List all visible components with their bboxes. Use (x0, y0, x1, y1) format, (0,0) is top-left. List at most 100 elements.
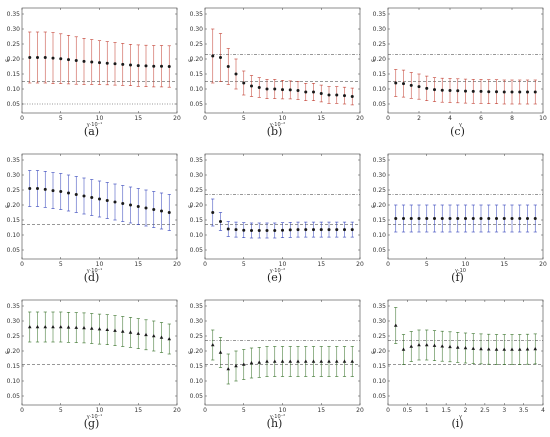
data-point (242, 81, 246, 85)
chart-svg: 0.05 0.10 0.15 0.20 0.25 0.30 0.35 0 2 4 6 8 10 ε γ (370, 7, 547, 128)
data-point (28, 187, 32, 190)
data-point (296, 89, 300, 92)
data-point (97, 327, 102, 331)
data-point (257, 360, 262, 364)
y-axis-label: ε (4, 351, 11, 354)
data-point (471, 346, 476, 350)
data-point (218, 350, 223, 354)
panel-caption: (e) (266, 271, 283, 284)
x-axis-label: γ·10⁻¹ (87, 268, 103, 274)
data-point (167, 211, 171, 214)
data-point (288, 228, 292, 232)
y-tick-label: 0.15 (373, 363, 387, 370)
y-axis-label: ε (187, 59, 194, 62)
data-point (424, 343, 429, 347)
data-point (327, 228, 331, 232)
x-axis-label: γ·10⁻¹ (87, 122, 103, 128)
data-point (234, 72, 238, 76)
data-point (464, 217, 467, 220)
y-tick-label: 0.15 (373, 217, 387, 224)
x-tick-label: 20 (356, 261, 364, 268)
data-point (273, 87, 277, 91)
data-point (350, 95, 354, 98)
data-point (518, 90, 522, 94)
data-point (456, 89, 460, 93)
data-point (90, 60, 94, 64)
x-tick-label: 0 (203, 115, 207, 122)
x-tick-label: 4 (448, 115, 452, 122)
chart-panel: 0.05 0.10 0.15 0.20 0.25 0.30 0.35 0 5 10 15 20 ε γ·1… (0, 292, 183, 437)
data-point (36, 187, 39, 190)
x-axis-label: γ·10⁻² (270, 414, 286, 420)
x-tick-label: 2 (464, 407, 468, 414)
x-tick-label: 15 (134, 261, 142, 268)
data-point (273, 229, 277, 232)
x-tick-label: 2 (417, 115, 421, 122)
x-tick-label: 10 (96, 261, 104, 268)
y-tick-label: 0.10 (7, 86, 21, 93)
chart-panel: 0.05 0.10 0.15 0.20 0.25 0.30 0.35 0 5 10 15 20 ε γ·1… (0, 146, 183, 291)
y-tick-label: 0.15 (7, 217, 21, 224)
x-axis-label: γ·10⁻² (270, 268, 286, 274)
panel-caption: (b) (266, 125, 283, 138)
y-tick-label: 0.25 (373, 41, 387, 48)
data-point (265, 229, 269, 232)
x-tick-label: 20 (539, 261, 547, 268)
data-point (128, 330, 133, 334)
data-point (272, 359, 277, 363)
data-point (121, 202, 125, 205)
data-point (82, 325, 86, 330)
chart-svg: 0.05 0.10 0.15 0.20 0.25 0.30 0.35 0 5 10 15 20 ε γ·1… (4, 299, 181, 420)
data-point (471, 89, 475, 93)
y-tick-label: 0.35 (373, 157, 387, 164)
data-point (105, 327, 110, 331)
y-tick-label: 0.10 (190, 378, 204, 385)
data-point (43, 56, 47, 59)
data-point (350, 359, 355, 363)
x-tick-label: 2.5 (480, 407, 490, 414)
data-point (303, 359, 308, 363)
data-point (455, 345, 460, 349)
data-point (394, 81, 398, 85)
chart-panel: 0.05 0.10 0.15 0.20 0.25 0.30 0.35 0 5 10 15 20 ε γ·1… (183, 292, 366, 437)
data-point (167, 337, 172, 341)
data-point (160, 64, 163, 68)
x-tick-label: 10 (96, 407, 104, 414)
data-point (98, 61, 101, 65)
y-tick-label: 0.05 (190, 247, 204, 254)
y-axis-label: ε (187, 351, 194, 354)
data-point (151, 334, 156, 338)
x-axis-label: γ (459, 122, 462, 128)
data-point (502, 217, 506, 220)
data-point (66, 325, 71, 329)
y-tick-label: 0.35 (7, 11, 21, 18)
data-point (105, 61, 109, 65)
panel-caption: (a) (83, 125, 100, 138)
y-tick-label: 0.30 (7, 26, 21, 33)
y-tick-label: 0.05 (190, 101, 204, 108)
x-tick-label: 20 (173, 407, 181, 414)
y-tick-label: 0.05 (7, 101, 21, 108)
data-point (448, 217, 452, 220)
data-point (409, 344, 414, 348)
data-point (242, 228, 246, 232)
y-tick-label: 0.20 (190, 348, 204, 355)
data-point (90, 196, 94, 199)
data-point (432, 343, 437, 347)
data-point (136, 331, 141, 335)
x-tick-label: 5 (242, 115, 246, 122)
data-point (296, 228, 300, 232)
y-tick-label: 0.25 (7, 187, 21, 194)
y-axis-label: ε (4, 59, 11, 62)
x-tick-label: 15 (134, 407, 142, 414)
data-point (487, 90, 491, 94)
data-point (257, 86, 261, 89)
x-tick-label: 10 (539, 115, 547, 122)
x-tick-label: 15 (317, 115, 325, 122)
y-tick-label: 0.15 (190, 363, 204, 370)
data-point (448, 344, 452, 349)
data-point (526, 90, 529, 94)
y-tick-label: 0.05 (7, 393, 21, 400)
y-tick-label: 0.15 (7, 71, 21, 78)
data-point (456, 217, 460, 220)
